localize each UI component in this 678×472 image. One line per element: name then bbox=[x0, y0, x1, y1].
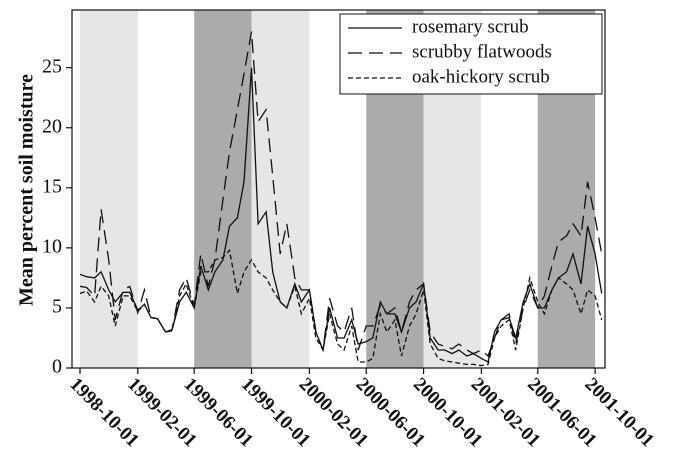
shaded-band bbox=[79, 10, 138, 368]
shaded-band bbox=[194, 10, 252, 368]
shaded-band bbox=[251, 10, 310, 368]
legend-label: scrubby flatwoods bbox=[412, 41, 552, 62]
y-tick-label: 5 bbox=[52, 296, 62, 318]
plot-frame bbox=[71, 9, 606, 369]
y-tick-label: 15 bbox=[42, 175, 62, 197]
series-line bbox=[79, 248, 603, 367]
legend-label: oak-hickory scrub bbox=[412, 66, 550, 87]
y-tick-label: 25 bbox=[42, 55, 62, 77]
y-tick-label: 10 bbox=[42, 235, 62, 257]
y-tick-label: 20 bbox=[42, 115, 62, 137]
legend-label: rosemary scrub bbox=[412, 16, 529, 37]
y-axis-label: Mean percent soil moisture bbox=[16, 74, 38, 306]
y-tick-label: 0 bbox=[52, 356, 62, 378]
series-line bbox=[79, 31, 603, 358]
legend-box bbox=[339, 13, 603, 95]
series-line bbox=[79, 67, 603, 363]
